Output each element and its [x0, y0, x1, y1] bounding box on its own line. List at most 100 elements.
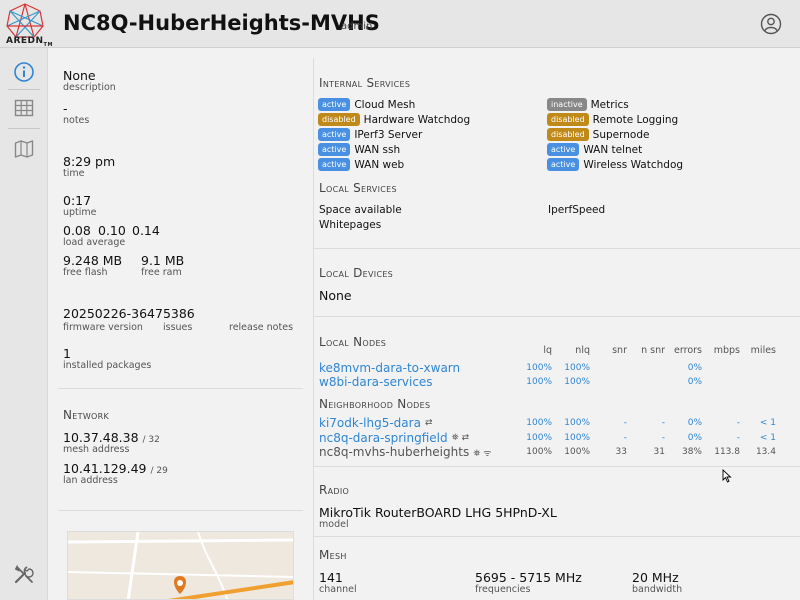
service-wan-telnet: active WAN telnet — [547, 143, 642, 156]
firmware-version-label: firmware version — [63, 322, 143, 333]
node-lq: 100% — [526, 377, 552, 387]
mesh-frequencies-value: 5695 - 5715 MHz — [475, 570, 582, 585]
table-icon[interactable] — [12, 96, 36, 120]
column-header-errors: errors — [674, 345, 702, 356]
status-badge: inactive — [547, 98, 587, 111]
node-errors: 38% — [681, 447, 702, 457]
location-map[interactable] — [67, 531, 294, 600]
mouse-cursor-icon — [722, 469, 732, 483]
node-snr: - — [623, 433, 627, 443]
status-badge: active — [547, 143, 580, 156]
installed-packages-label: installed packages — [63, 360, 152, 371]
status-badge: active — [547, 158, 580, 171]
local-node-link[interactable]: ke8mvm-dara-to-xwarn — [319, 361, 461, 375]
neighborhood-node-link[interactable]: nc8q-dara-springfield ⛯ ⇄ — [319, 431, 470, 445]
local-nodes-title: Local Nodes — [319, 335, 387, 349]
release-notes-link[interactable]: release notes — [229, 322, 294, 333]
section-divider — [314, 248, 800, 249]
section-divider — [314, 316, 800, 317]
user-circle-icon[interactable] — [760, 13, 782, 35]
section-divider — [58, 388, 303, 389]
status-badge: active — [318, 143, 351, 156]
status-badge: active — [318, 98, 351, 111]
installed-packages-value: 1 — [63, 346, 71, 361]
link-type-icon: ⛯ ᯤ — [473, 448, 492, 459]
local-devices-title: Local Devices — [319, 266, 394, 280]
local-service-item[interactable]: IperfSpeed — [548, 204, 606, 216]
aredn-logo-icon[interactable] — [4, 2, 46, 48]
node-mbps: - — [736, 433, 740, 443]
column-header-n-snr: n snr — [641, 345, 665, 356]
column-header-snr: snr — [612, 345, 627, 356]
status-badge: active — [318, 158, 351, 171]
status-badge: disabled — [547, 128, 589, 141]
mesh-bandwidth-value: 20 MHz — [632, 570, 679, 585]
mesh-netmask: / 32 — [142, 435, 160, 445]
main-content: None description - notes 8:29 pm time 0:… — [48, 48, 800, 600]
status-badge: disabled — [318, 113, 360, 126]
node-miles: < 1 — [759, 433, 776, 443]
radio-model-label: model — [319, 519, 349, 530]
node-lq: 100% — [526, 363, 552, 373]
status-badge: disabled — [547, 113, 589, 126]
neighborhood-node-link[interactable]: nc8q-mvhs-huberheights ⛯ ᯤ — [319, 445, 492, 459]
node-nlq: 100% — [564, 418, 590, 428]
uptime-label: uptime — [63, 207, 97, 218]
local-service-item[interactable]: Space available — [319, 204, 402, 216]
node-nlq: 100% — [564, 363, 590, 373]
issues-link[interactable]: issues — [163, 322, 193, 333]
node-n-snr: - — [661, 433, 665, 443]
load-average-5: 0.10 — [98, 223, 126, 238]
service-hardware-watchdog: disabled Hardware Watchdog — [318, 113, 470, 126]
mesh-channel-value: 141 — [319, 570, 343, 585]
node-lq: 100% — [526, 433, 552, 443]
uptime-value: 0:17 — [63, 193, 92, 208]
firmware-version-value: 20250226-36475386 — [63, 306, 195, 321]
info-icon[interactable] — [12, 60, 36, 84]
node-errors: 0% — [687, 433, 702, 443]
node-n-snr: 31 — [653, 447, 665, 457]
time-value: 8:29 pm — [63, 154, 116, 169]
column-header-nlq: nlq — [575, 345, 590, 356]
mesh-title: Mesh — [319, 548, 347, 562]
link-type-icon: ⛯ ⇄ — [451, 433, 470, 443]
node-miles: < 1 — [759, 418, 776, 428]
description-value: None — [63, 68, 96, 83]
lan-netmask: / 29 — [150, 466, 168, 476]
mesh-channel-label: channel — [319, 584, 357, 595]
logo-text: AREDNTM — [6, 36, 53, 48]
local-devices-value: None — [319, 288, 352, 303]
column-divider — [313, 58, 314, 600]
column-header-mbps: mbps — [713, 345, 740, 356]
node-lq: 100% — [526, 418, 552, 428]
sidebar — [0, 48, 48, 600]
free-flash-value: 9.248 MB — [63, 253, 123, 268]
radio-model-value: MikroTik RouterBOARD LHG 5HPnD-XL — [319, 505, 557, 520]
internal-services-title: Internal Services — [319, 76, 411, 90]
map-icon[interactable] — [12, 137, 36, 161]
node-name: NC8Q-HuberHeights-MVHS — [63, 11, 380, 35]
node-nlq: 100% — [564, 433, 590, 443]
node-errors: 0% — [687, 377, 702, 387]
node-nlq: 100% — [564, 447, 590, 457]
status-badge: active — [318, 128, 351, 141]
section-divider — [58, 510, 303, 511]
mesh-address-label: mesh address — [63, 444, 130, 455]
node-snr: 33 — [615, 447, 627, 457]
node-n-snr: - — [661, 418, 665, 428]
section-divider — [314, 536, 800, 537]
sidebar-divider — [8, 89, 40, 90]
tools-icon[interactable] — [12, 562, 36, 586]
service-supernode: disabled Supernode — [547, 128, 649, 141]
node-miles: 13.4 — [755, 447, 776, 457]
service-remote-logging: disabled Remote Logging — [547, 113, 678, 126]
mesh-frequencies-label: frequencies — [475, 584, 531, 595]
neighborhood-node-link[interactable]: ki7odk-lhg5-dara ⇄ — [319, 416, 433, 430]
notes-label: notes — [63, 115, 90, 126]
node-errors: 0% — [687, 418, 702, 428]
free-ram-label: free ram — [141, 267, 182, 278]
local-service-item[interactable]: Whitepages — [319, 219, 382, 231]
free-ram-value: 9.1 MB — [141, 253, 185, 268]
column-header-miles: miles — [750, 345, 776, 356]
local-node-link[interactable]: w8bi-dara-services — [319, 375, 433, 389]
